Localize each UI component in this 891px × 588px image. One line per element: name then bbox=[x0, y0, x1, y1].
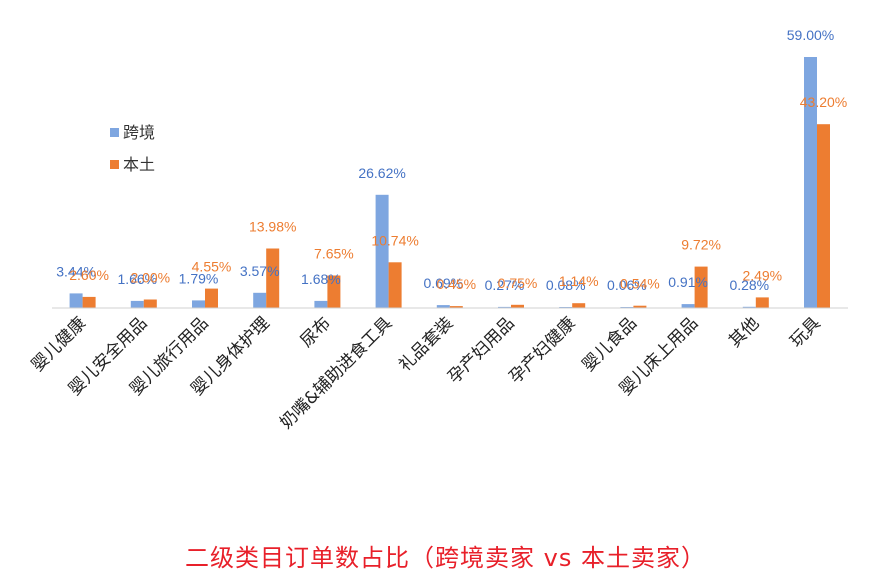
category-label-0: 婴儿健康 bbox=[28, 313, 90, 375]
value-label-local-8: 1.14% bbox=[559, 273, 599, 289]
value-label-local-3: 13.98% bbox=[249, 219, 296, 235]
value-label-local-10: 9.72% bbox=[681, 237, 721, 253]
legend: 跨境 本土 bbox=[110, 123, 155, 174]
category-label-5: 奶嘴&辅助进食工具 bbox=[276, 313, 396, 433]
value-labels-layer: 3.44%2.60% 1.66%2.00% 1.79%4.55% 3.57% 13.98… bbox=[56, 27, 847, 293]
legend-swatch-local bbox=[110, 160, 119, 169]
bar-cross-border-12 bbox=[804, 57, 817, 308]
bar-local-0 bbox=[82, 296, 96, 308]
bar-local-3 bbox=[266, 248, 280, 308]
chart-title: 二级类目订单数占比（跨境卖家 vs 本土卖家） bbox=[185, 544, 706, 572]
category-label-8: 孕产妇健康 bbox=[505, 313, 579, 387]
value-label-local-5: 10.74% bbox=[371, 232, 418, 248]
value-label-cross-border-3: 3.57% bbox=[240, 263, 280, 279]
value-label-cross-border-12: 59.00% bbox=[787, 27, 834, 43]
bar-cross-border-11 bbox=[742, 306, 756, 308]
legend-label-cross-border: 跨境 bbox=[123, 123, 155, 142]
bar-local-12 bbox=[817, 124, 830, 308]
bar-cross-border-2 bbox=[192, 300, 205, 308]
bar-cross-border-7 bbox=[498, 306, 511, 308]
value-label-local-12: 43.20% bbox=[800, 94, 847, 110]
bar-local-6 bbox=[449, 306, 463, 308]
category-label-4: 尿布 bbox=[297, 313, 335, 351]
bar-local-2 bbox=[205, 288, 218, 308]
bar-local-5 bbox=[388, 262, 402, 308]
legend-label-local: 本土 bbox=[123, 155, 155, 174]
bar-local-8 bbox=[572, 303, 586, 308]
value-label-local-4: 7.65% bbox=[314, 246, 354, 262]
value-label-cross-border-0: 3.44% bbox=[56, 263, 96, 279]
category-label-9: 婴儿食品 bbox=[579, 313, 641, 375]
value-label-local-0: 2.60% bbox=[69, 267, 109, 283]
bar-cross-border-10 bbox=[681, 304, 695, 308]
value-label-cross-border-9: 0.06% bbox=[607, 277, 647, 293]
value-label-cross-border-6: 0.69% bbox=[423, 275, 463, 291]
value-label-local-2: 4.55% bbox=[192, 259, 232, 275]
bar-local-9 bbox=[633, 305, 647, 308]
value-label-local-7: 0.75% bbox=[498, 275, 538, 291]
legend-swatch-cross-border bbox=[110, 128, 119, 137]
bar-cross-border-1 bbox=[130, 300, 144, 308]
value-label-local-11: 2.49% bbox=[742, 267, 782, 283]
bar-cross-border-4 bbox=[314, 300, 328, 308]
value-label-local-6: 0.45% bbox=[436, 276, 476, 292]
bar-local-4 bbox=[327, 275, 341, 308]
value-label-cross-border-8: 0.08% bbox=[546, 277, 586, 293]
bar-cross-border-0 bbox=[69, 293, 83, 308]
category-label-12: 玩具 bbox=[786, 313, 824, 351]
value-label-cross-border-1: 1.66% bbox=[117, 271, 157, 287]
bar-local-11 bbox=[755, 297, 769, 308]
value-label-cross-border-4: 1.68% bbox=[301, 271, 341, 287]
bar-local-7 bbox=[511, 304, 524, 308]
bar-cross-border-6 bbox=[436, 305, 450, 308]
category-label-11: 其他 bbox=[725, 313, 763, 351]
bar-local-1 bbox=[143, 299, 157, 308]
value-label-cross-border-2: 1.79% bbox=[179, 270, 219, 286]
bar-cross-border-5 bbox=[375, 194, 389, 308]
bars-layer bbox=[69, 57, 830, 308]
bar-cross-border-3 bbox=[253, 292, 267, 308]
value-label-cross-border-5: 26.62% bbox=[358, 165, 405, 181]
category-label-6: 礼品套装 bbox=[395, 313, 457, 375]
value-label-local-1: 2.00% bbox=[130, 270, 170, 286]
value-label-local-9: 0.54% bbox=[620, 276, 660, 292]
value-label-cross-border-10: 0.91% bbox=[668, 274, 708, 290]
value-label-cross-border-11: 0.28% bbox=[729, 277, 769, 293]
bar-local-10 bbox=[694, 266, 708, 308]
value-label-cross-border-7: 0.27% bbox=[485, 277, 525, 293]
